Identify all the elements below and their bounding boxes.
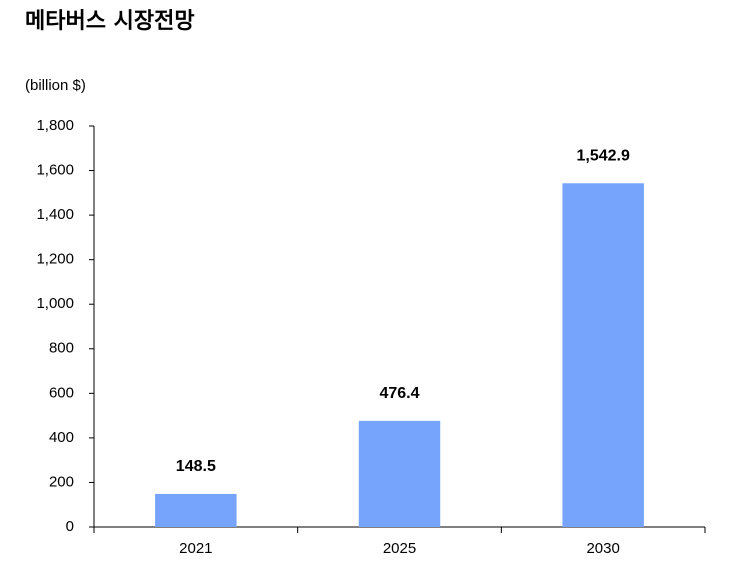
value-label: 148.5 (176, 458, 216, 475)
y-tick-label: 800 (49, 340, 74, 357)
bar (155, 493, 237, 527)
x-tick-label: 2030 (586, 540, 619, 557)
value-label: 1,542.9 (576, 147, 629, 164)
x-tick-label: 2021 (179, 540, 212, 557)
y-tick-label: 0 (66, 518, 74, 535)
y-tick-label: 1,800 (36, 117, 74, 134)
x-tick-label: 2025 (383, 540, 416, 557)
y-tick-label: 200 (49, 473, 74, 490)
y-tick-label: 1,000 (36, 295, 74, 312)
value-label: 476.4 (379, 385, 419, 402)
y-tick-label: 1,200 (36, 251, 74, 268)
y-tick-label: 1,400 (36, 206, 74, 223)
bar (562, 183, 644, 527)
y-axis-label: (billion $) (25, 77, 86, 94)
y-tick-label: 400 (49, 429, 74, 446)
bar (358, 420, 441, 527)
chart-title: 메타버스 시장전망 (25, 9, 195, 34)
y-tick-label: 600 (49, 384, 74, 401)
y-tick-label: 1,600 (36, 162, 74, 179)
